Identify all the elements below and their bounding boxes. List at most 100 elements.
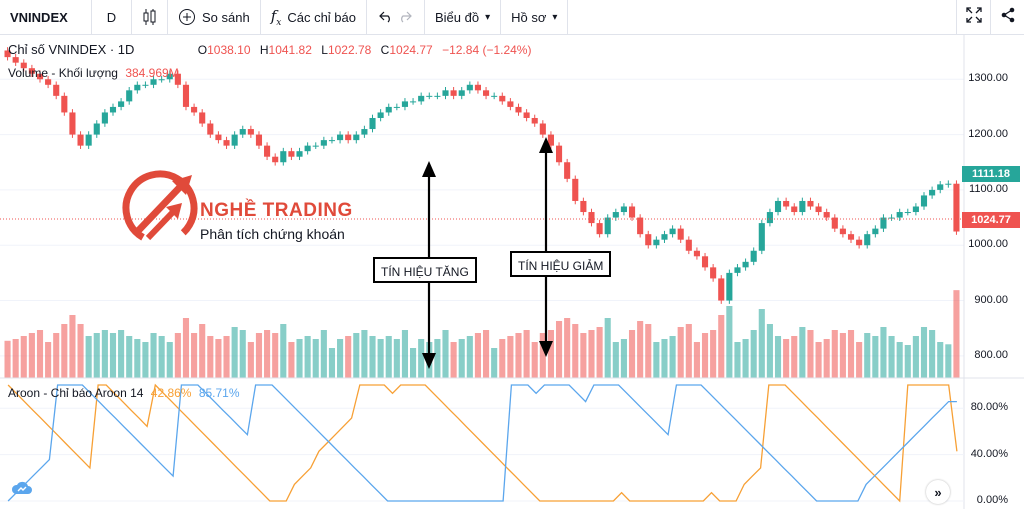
volume-bar	[596, 327, 603, 378]
candle	[401, 101, 409, 107]
candle	[653, 239, 660, 246]
chart-label: Biểu đồ	[435, 9, 480, 25]
symbol-label: VNINDEX	[10, 9, 68, 25]
scroll-right-button[interactable]: »	[926, 480, 950, 504]
candle	[677, 228, 684, 240]
candle	[742, 261, 749, 268]
volume-bar	[710, 330, 717, 378]
candle	[28, 68, 35, 74]
indicators-button[interactable]: fx Các chỉ báo	[261, 0, 367, 34]
profile-label: Hồ sơ	[511, 9, 547, 25]
volume-bar	[693, 342, 700, 378]
cloud-button[interactable]	[10, 478, 34, 502]
open-key: O	[197, 43, 208, 57]
logo-name: NGHỀ TRADING	[200, 200, 353, 221]
undo-icon[interactable]	[379, 11, 393, 23]
candle	[296, 151, 303, 157]
redo-icon[interactable]	[398, 11, 412, 23]
volume-bar	[458, 339, 465, 378]
candle	[596, 223, 603, 235]
price-tick-label: 1000.00	[968, 238, 1008, 251]
share-button[interactable]	[990, 0, 1024, 34]
candle	[304, 145, 311, 152]
volume-bar	[20, 336, 27, 378]
candle	[85, 134, 92, 146]
close-key: C	[380, 43, 390, 57]
candle	[158, 79, 165, 81]
volume-bar	[742, 339, 749, 378]
candle	[369, 117, 376, 130]
candle	[199, 112, 206, 124]
candle	[645, 234, 652, 246]
candle	[450, 90, 457, 96]
volume-bar	[207, 336, 214, 378]
current-price-tag: 1024.77	[962, 212, 1020, 228]
volume-bar	[142, 342, 149, 378]
candle	[839, 228, 846, 235]
volume-bar	[442, 330, 449, 378]
volume-bar	[377, 339, 384, 378]
candle	[896, 212, 903, 218]
candle	[791, 206, 798, 213]
volume-bar	[758, 309, 765, 378]
volume-bar	[847, 330, 855, 378]
aroon-series-line	[7, 384, 957, 502]
volume-bar	[28, 333, 35, 378]
volume-bar	[515, 333, 522, 378]
candle	[758, 223, 765, 251]
candle	[53, 84, 60, 96]
candle	[20, 62, 27, 69]
chart-menu-button[interactable]: Biểu đồ ▾	[425, 0, 502, 34]
candle	[345, 134, 352, 141]
logo-tagline: Phân tích chứng khoán	[200, 226, 345, 242]
volume-bar	[677, 327, 684, 378]
fx-icon: fx	[270, 6, 282, 28]
candles-icon	[142, 8, 158, 26]
volume-bar	[604, 318, 611, 378]
candle	[620, 206, 627, 213]
candle	[410, 101, 417, 103]
volume-bar	[239, 330, 246, 378]
last-price-tag: 1111.18	[962, 166, 1020, 182]
volume-bar	[191, 333, 198, 378]
aroon-tick-label: 40.00%	[970, 447, 1008, 460]
volume-bar	[953, 290, 960, 378]
candle	[45, 79, 52, 85]
candle	[166, 73, 173, 80]
volume-bar	[312, 339, 319, 378]
volume-bar	[134, 339, 141, 378]
volume-bar	[231, 327, 238, 378]
compare-button[interactable]: So sánh	[168, 0, 261, 34]
volume-bar	[864, 333, 871, 378]
candle	[920, 195, 928, 207]
profile-menu-button[interactable]: Hồ sơ ▾	[501, 0, 569, 34]
candle	[280, 151, 287, 163]
fullscreen-button[interactable]	[956, 0, 991, 34]
symbol-search-button[interactable]: VNINDEX	[0, 0, 92, 34]
volume-bar	[685, 324, 692, 378]
plus-circle-icon	[178, 8, 196, 26]
aroon-tick-label: 80.00%	[970, 401, 1008, 414]
volume-bar	[199, 324, 206, 378]
volume-bar	[718, 315, 725, 378]
candle	[223, 140, 230, 146]
volume-bar	[296, 339, 303, 378]
volume-bar	[118, 330, 125, 378]
volume-bar	[255, 333, 263, 378]
buy-signal-label: TÍN HIỆU TĂNG	[373, 257, 477, 283]
candle	[483, 90, 490, 96]
volume-bar	[418, 339, 425, 378]
chart-style-button[interactable]	[132, 0, 168, 34]
volume-bar	[547, 330, 554, 378]
candle	[142, 84, 149, 86]
interval-button[interactable]: D	[92, 0, 132, 34]
volume-bar	[564, 318, 571, 378]
candle	[434, 95, 441, 97]
candle	[499, 95, 506, 102]
volume-bar	[637, 321, 644, 378]
price-tick-label: 1100.00	[969, 182, 1008, 195]
candle	[491, 95, 498, 97]
candle	[766, 212, 773, 224]
candle	[661, 234, 668, 240]
candle	[831, 217, 838, 229]
